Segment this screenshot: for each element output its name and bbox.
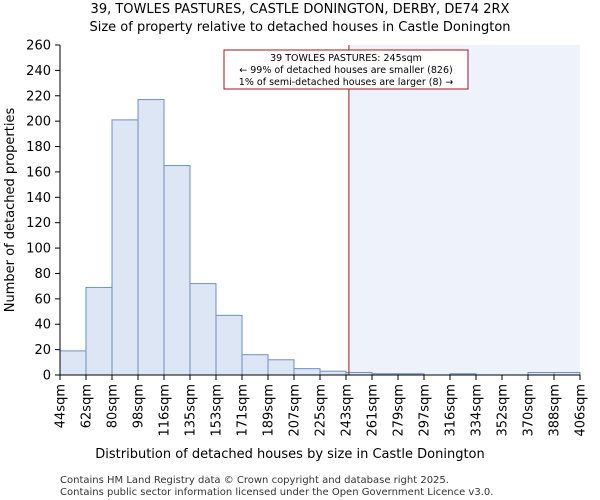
bar-1 [85, 286, 113, 376]
x-tick-label-3: 98sqm [132, 384, 147, 428]
x-ticks-group: 44sqm 62sqm 80sqm 98sqm 116sqm 135sqm 153sqm 17… [54, 375, 589, 437]
bar-9 [293, 368, 321, 376]
x-tick-label-13: 279sqm [392, 384, 407, 437]
annotation-line2: ← 99% of detached houses are smaller (82… [239, 65, 452, 76]
y-tick-label-20: 20 [34, 343, 51, 358]
y-tick-label-160: 160 [26, 165, 51, 180]
x-tick-label-5: 135sqm [184, 384, 199, 437]
footer-line1: Contains HM Land Registry data © Crown c… [60, 475, 449, 486]
x-tick-label-6: 153sqm [210, 384, 225, 437]
bar-3 [137, 99, 165, 376]
x-tick-label-1: 62sqm [80, 384, 95, 428]
y-tick-label-0: 0 [43, 369, 51, 384]
x-tick-label-15: 316sqm [444, 384, 459, 437]
y-tick-label-120: 120 [26, 216, 51, 231]
y-tick-label-180: 180 [26, 140, 51, 155]
x-tick-label-18: 370sqm [522, 384, 537, 437]
chart-title-line2: Size of property relative to detached ho… [89, 20, 510, 35]
plot-area: 0 20 40 60 80 100 120 140 160 180 200 220 240 260 44s… [26, 39, 588, 437]
y-tick-label-260: 260 [26, 39, 51, 54]
x-tick-label-9: 207sqm [288, 384, 303, 437]
x-tick-label-8: 189sqm [262, 384, 277, 437]
x-tick-label-14: 297sqm [418, 384, 433, 437]
annotation-line1: 39 TOWLES PASTURES: 245sqm [270, 53, 422, 64]
highlight-region [348, 45, 580, 375]
footer-line2: Contains public sector information licen… [60, 487, 493, 498]
annotation-line3: 1% of semi-detached houses are larger (8… [239, 77, 453, 88]
bar-10 [319, 370, 347, 376]
bars-group [59, 99, 581, 376]
annotation-border [223, 49, 469, 90]
y-tick-label-80: 80 [34, 267, 51, 282]
y-tick-label-140: 140 [26, 191, 51, 206]
x-tick-label-0: 44sqm [54, 384, 69, 428]
x-tick-label-7: 171sqm [236, 384, 251, 437]
x-tick-label-19: 388sqm [548, 384, 563, 437]
x-tick-label-4: 116sqm [158, 384, 173, 437]
y-tick-label-60: 60 [34, 292, 51, 307]
x-tick-label-12: 261sqm [366, 384, 381, 437]
bar-8 [267, 359, 295, 376]
x-tick-label-20: 406sqm [574, 384, 589, 437]
bar-5 [189, 283, 217, 376]
bar-0 [59, 350, 87, 376]
y-tick-label-220: 220 [26, 89, 51, 104]
y-tick-label-40: 40 [34, 318, 51, 333]
y-tick-label-100: 100 [26, 242, 51, 257]
y-tick-label-200: 200 [26, 115, 51, 130]
bar-4 [163, 165, 191, 376]
bar-2 [111, 119, 139, 376]
x-tick-label-10: 225sqm [314, 384, 329, 437]
x-tick-label-11: 243sqm [340, 384, 355, 437]
y-tick-label-240: 240 [26, 64, 51, 79]
y-axis-label: Number of detached properties [3, 108, 18, 313]
chart-title-line1: 39, TOWLES PASTURES, CASTLE DONINGTON, D… [91, 2, 510, 17]
x-axis-label: Distribution of detached houses by size … [95, 447, 484, 462]
x-tick-label-17: 352sqm [496, 384, 511, 437]
x-tick-label-2: 80sqm [106, 384, 121, 428]
annotation-box: 39 TOWLES PASTURES: 245sqm ← 99% of deta… [223, 49, 469, 90]
x-tick-label-16: 334sqm [470, 384, 485, 437]
y-ticks-group: 0 20 40 60 80 100 120 140 160 180 200 220 240 260 [26, 39, 60, 384]
bar-7 [241, 354, 269, 376]
bar-6 [215, 314, 243, 376]
